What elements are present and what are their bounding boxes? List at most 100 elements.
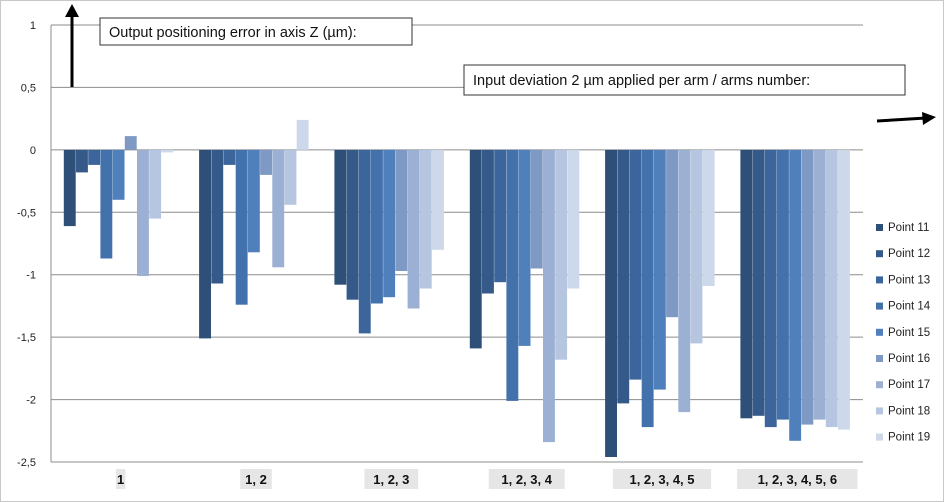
bar [567, 149, 580, 289]
bars [63, 119, 850, 457]
legend-label: Point 19 [888, 432, 930, 444]
bar [641, 149, 654, 428]
gridlines [50, 24, 863, 463]
bar [272, 149, 285, 268]
x-axis-categories: 1 1, 2 1, 2, 3 1, 2, 3, 4 1, 2, 3, 4, 5 1, 2,… [116, 469, 858, 489]
legend-swatch [876, 250, 883, 258]
bar [801, 149, 814, 425]
y-tick-label: 1 [30, 20, 36, 32]
bar [63, 149, 76, 227]
bar [112, 149, 125, 200]
bar [432, 149, 444, 250]
legend-swatch [876, 276, 883, 284]
y-tick-label: -1 [26, 270, 36, 282]
bar [346, 149, 359, 300]
bar [653, 149, 666, 390]
bar [482, 149, 494, 294]
bar [211, 149, 224, 284]
x-label-box: Input deviation 2 µm applied per arm / a… [463, 64, 906, 96]
bar [469, 149, 482, 349]
bar [740, 149, 753, 419]
bar [789, 149, 802, 441]
bar [334, 149, 347, 285]
bar [260, 149, 272, 175]
bar [543, 149, 555, 443]
x-category-label: 1, 2, 3 [373, 472, 409, 487]
legend-label: Point 11 [888, 222, 929, 234]
legend-label: Point 13 [888, 274, 930, 286]
legend-label: Point 18 [888, 405, 930, 417]
y-tick-label: -2,5 [17, 457, 36, 469]
bar [296, 119, 309, 150]
bar [605, 149, 617, 457]
legend-swatch [876, 224, 883, 231]
legend-swatch [876, 407, 883, 415]
x-category-label: 1, 2, 3, 4, 5, 6 [758, 472, 838, 487]
bar [124, 136, 137, 150]
x-axis-arrow [876, 112, 936, 125]
bar [764, 149, 777, 428]
bar [199, 149, 211, 339]
bar [407, 149, 420, 309]
bar [223, 149, 236, 165]
bar [371, 149, 383, 304]
x-category-label: 1, 2 [245, 472, 267, 487]
bar [100, 149, 113, 259]
y-tick-label: -1,5 [17, 332, 36, 344]
bar [506, 149, 519, 401]
category-label-bg [612, 469, 712, 489]
bar [395, 149, 408, 271]
bar [76, 149, 88, 173]
legend-label: Point 12 [888, 248, 930, 260]
bar [666, 149, 678, 318]
bar [235, 149, 248, 305]
bar [752, 149, 765, 416]
category-label-bg [240, 469, 272, 489]
legend-swatch [876, 381, 883, 389]
category-label-bg [116, 469, 126, 489]
legend-label: Point 16 [888, 353, 930, 365]
bar [161, 149, 174, 153]
legend-label: Point 14 [888, 301, 931, 313]
bar [88, 149, 101, 165]
category-label-bg [364, 469, 419, 489]
x-axis-label: Input deviation 2 µm applied per arm / a… [473, 73, 810, 89]
bar [284, 149, 297, 205]
legend-swatch [876, 328, 883, 336]
x-category-label: 1, 2, 3, 4 [501, 472, 552, 487]
legend-swatch [876, 433, 883, 441]
bar [149, 149, 162, 219]
y-tick-label: 0 [30, 145, 36, 157]
bar [813, 149, 826, 420]
legend-swatch [876, 302, 883, 310]
bar [678, 149, 691, 413]
y-axis-arrow [65, 4, 79, 87]
y-tick-label: 0,5 [21, 82, 36, 94]
y-tick-label: -0,5 [17, 207, 36, 219]
y-axis-ticks: 1 0,5 0 -0,5 -1 -1,5 -2 -2,5 [17, 20, 36, 469]
x-category-label: 1 [117, 472, 124, 487]
legend-swatch [876, 355, 883, 362]
y-axis-label: Output positioning error in axis Z (µm): [109, 25, 357, 41]
bar [137, 149, 149, 276]
legend: Point 11 Point 12 Point 13 Point 14 Point 15… [876, 222, 931, 444]
category-label-bg [737, 469, 858, 489]
bar [518, 149, 531, 346]
bar [530, 149, 543, 269]
bar [702, 149, 715, 286]
bar [690, 149, 703, 344]
bar [629, 149, 642, 380]
legend-label: Point 17 [888, 379, 930, 391]
legend-label: Point 15 [888, 327, 930, 339]
bar [247, 149, 260, 253]
y-tick-label: -2 [26, 395, 36, 407]
y-label-box: Output positioning error in axis Z (µm): [99, 17, 413, 46]
bar [358, 149, 371, 334]
bar [838, 149, 850, 430]
bar [419, 149, 432, 289]
bar [617, 149, 630, 404]
bar [494, 149, 507, 283]
bar [555, 149, 568, 360]
